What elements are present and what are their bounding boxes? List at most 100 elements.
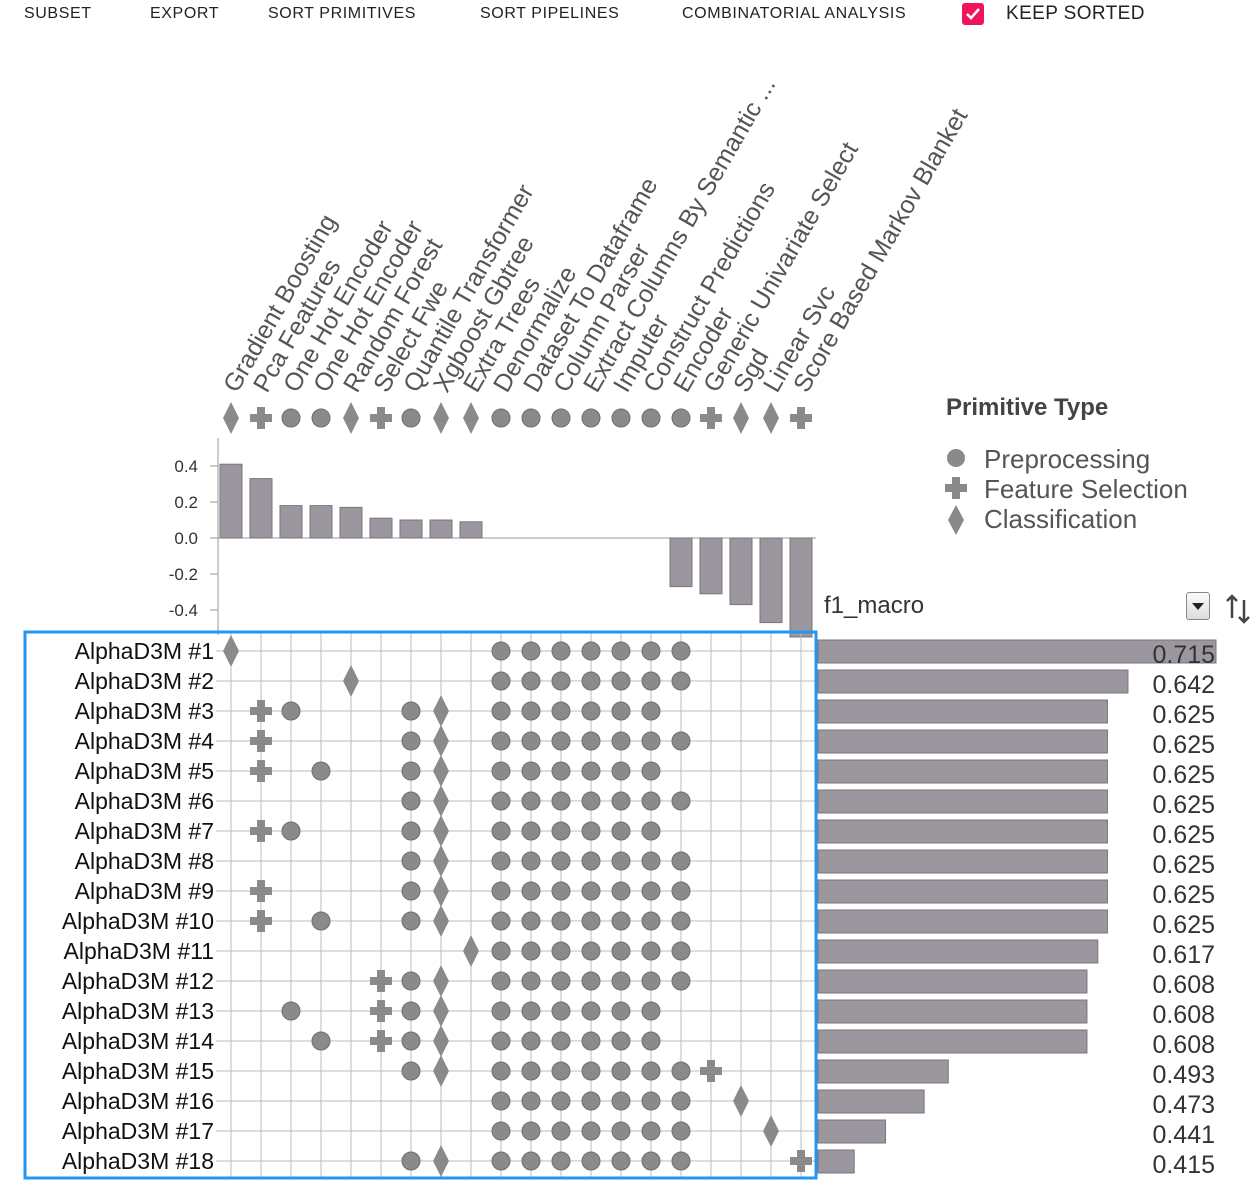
pipeline-step-preprocessing-icon (581, 731, 601, 751)
pipeline-step-preprocessing-icon (521, 1031, 541, 1051)
pipeline-step-preprocessing-icon (401, 701, 421, 721)
pipeline-step-preprocessing-icon (581, 911, 601, 931)
pipeline-step-preprocessing-icon (611, 1091, 631, 1111)
score-label: 0.625 (1152, 791, 1215, 819)
importance-bar (789, 537, 813, 638)
pipeline-step-preprocessing-icon (401, 881, 421, 901)
pipeline-step-feature_selection-icon (370, 1000, 392, 1022)
pipeline-step-preprocessing-icon (551, 1091, 571, 1111)
score-bar (817, 939, 1099, 964)
combinatorial-analysis-button[interactable]: COMBINATORIAL ANALYSIS (682, 5, 907, 22)
metric-dropdown[interactable] (1186, 592, 1210, 620)
pipeline-step-classification-icon (433, 755, 449, 787)
pipeline-step-preprocessing-icon (641, 971, 661, 991)
legend-label: Feature Selection (984, 474, 1188, 504)
pipeline-step-preprocessing-icon (641, 1091, 661, 1111)
pipeline-step-preprocessing-icon (401, 821, 421, 841)
export-button[interactable]: EXPORT (150, 5, 220, 22)
pipeline-step-preprocessing-icon (581, 761, 601, 781)
score-bar (817, 1089, 925, 1114)
pipeline-step-preprocessing-icon (611, 641, 631, 661)
importance-bar (759, 537, 783, 624)
pipeline-step-preprocessing-icon (581, 1031, 601, 1051)
score-label: 0.415 (1152, 1151, 1215, 1179)
importance-bar (339, 506, 363, 539)
importance-bar (459, 521, 483, 539)
pipeline-step-preprocessing-icon (521, 1001, 541, 1021)
subset-button[interactable]: SUBSET (24, 5, 92, 22)
pipeline-step-preprocessing-icon (641, 761, 661, 781)
primitive-type-classification-icon (343, 402, 359, 434)
pipeline-step-preprocessing-icon (491, 941, 511, 961)
pipeline-step-preprocessing-icon (521, 971, 541, 991)
pipeline-step-preprocessing-icon (611, 941, 631, 961)
pipeline-row-label: AlphaD3M #3 (75, 698, 214, 724)
pipeline-step-preprocessing-icon (521, 941, 541, 961)
pipeline-step-preprocessing-icon (641, 1121, 661, 1141)
primitive-type-feature_selection-icon (700, 407, 722, 429)
pipeline-step-classification-icon (463, 935, 479, 967)
score-bar (817, 699, 1108, 724)
pipeline-row-label: AlphaD3M #5 (75, 758, 214, 784)
pipeline-row-label: AlphaD3M #10 (62, 908, 214, 934)
pipeline-step-classification-icon (433, 725, 449, 757)
pipeline-step-preprocessing-icon (521, 731, 541, 751)
pipeline-step-preprocessing-icon (551, 731, 571, 751)
pipeline-step-preprocessing-icon (671, 671, 691, 691)
primitive-type-classification-icon (763, 402, 779, 434)
score-label: 0.441 (1152, 1121, 1215, 1149)
pipeline-step-feature_selection-icon (790, 1150, 812, 1172)
pipeline-step-preprocessing-icon (671, 1121, 691, 1141)
primitive-type-preprocessing-icon (641, 408, 661, 428)
pipeline-step-preprocessing-icon (641, 911, 661, 931)
keep-sorted-checkbox[interactable] (962, 3, 984, 25)
selection-box (23, 630, 818, 1180)
pipeline-step-preprocessing-icon (641, 1001, 661, 1021)
pipeline-step-classification-icon (433, 1025, 449, 1057)
primitive-type-feature_selection-icon (250, 407, 272, 429)
pipeline-step-preprocessing-icon (581, 881, 601, 901)
importance-tick-label: 0.0 (174, 529, 198, 548)
pipeline-row-label: AlphaD3M #11 (64, 938, 214, 964)
pipeline-step-preprocessing-icon (491, 791, 511, 811)
pipeline-row-label: AlphaD3M #13 (62, 998, 214, 1024)
pipeline-step-classification-icon (433, 905, 449, 937)
score-bar (817, 1059, 949, 1084)
score-label: 0.625 (1152, 821, 1215, 849)
pipeline-step-preprocessing-icon (581, 1061, 601, 1081)
score-bar (817, 969, 1088, 994)
score-label: 0.625 (1152, 761, 1215, 789)
pipeline-step-preprocessing-icon (671, 791, 691, 811)
pipeline-step-preprocessing-icon (611, 791, 631, 811)
pipeline-step-preprocessing-icon (521, 1061, 541, 1081)
pipeline-step-preprocessing-icon (641, 1151, 661, 1171)
sort-primitives-button[interactable]: SORT PRIMITIVES (268, 5, 416, 22)
importance-bar (399, 519, 423, 539)
pipeline-step-classification-icon (433, 995, 449, 1027)
score-bar (817, 819, 1108, 844)
pipeline-step-preprocessing-icon (641, 1061, 661, 1081)
pipeline-step-preprocessing-icon (581, 821, 601, 841)
pipeline-step-preprocessing-icon (401, 731, 421, 751)
primitive-type-preprocessing-icon (611, 408, 631, 428)
pipeline-step-classification-icon (763, 1115, 779, 1147)
pipeline-step-preprocessing-icon (551, 911, 571, 931)
pipeline-step-preprocessing-icon (641, 941, 661, 961)
pipeline-step-preprocessing-icon (491, 971, 511, 991)
score-label: 0.617 (1152, 941, 1215, 969)
pipeline-step-preprocessing-icon (551, 1151, 571, 1171)
pipeline-row-label: AlphaD3M #9 (75, 878, 214, 904)
sort-toggle-icon[interactable] (1224, 592, 1252, 626)
legend-item-preprocessing: Preprocessing (942, 444, 1242, 474)
dropdown-arrow-icon (1192, 603, 1204, 610)
pipeline-step-preprocessing-icon (521, 791, 541, 811)
circle-icon (947, 449, 965, 467)
sort-pipelines-button[interactable]: SORT PIPELINES (480, 5, 620, 22)
legend-item-classification: Classification (942, 504, 1242, 535)
score-label: 0.642 (1152, 671, 1215, 699)
score-bar (817, 1149, 855, 1174)
score-bar (817, 789, 1108, 814)
pipeline-step-preprocessing-icon (491, 1091, 511, 1111)
pipeline-step-preprocessing-icon (641, 641, 661, 661)
score-bar (817, 999, 1088, 1024)
